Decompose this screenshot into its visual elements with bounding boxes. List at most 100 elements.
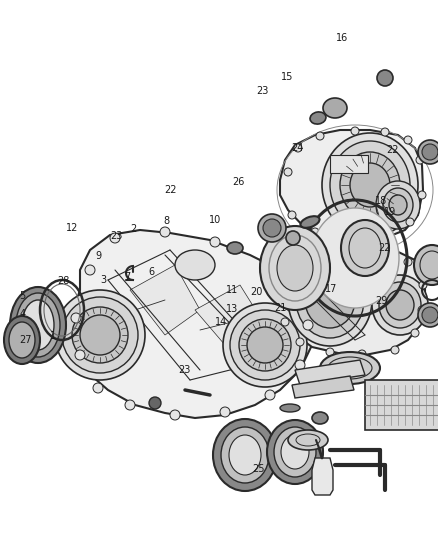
Ellipse shape xyxy=(62,297,138,373)
Ellipse shape xyxy=(379,282,421,328)
Circle shape xyxy=(422,144,438,160)
Ellipse shape xyxy=(323,98,347,118)
Circle shape xyxy=(384,232,392,240)
Circle shape xyxy=(110,233,120,243)
Circle shape xyxy=(291,244,299,252)
Circle shape xyxy=(210,237,220,247)
Text: 3: 3 xyxy=(100,275,106,285)
Ellipse shape xyxy=(376,181,420,229)
Circle shape xyxy=(326,348,334,356)
Text: 28: 28 xyxy=(57,277,70,286)
Circle shape xyxy=(404,258,412,266)
Ellipse shape xyxy=(322,133,418,237)
Circle shape xyxy=(316,132,324,140)
Circle shape xyxy=(294,144,302,152)
Text: 6: 6 xyxy=(148,267,154,277)
Ellipse shape xyxy=(175,250,215,280)
Polygon shape xyxy=(295,360,365,385)
Text: 18: 18 xyxy=(375,197,387,206)
Circle shape xyxy=(404,136,412,144)
Circle shape xyxy=(279,271,287,279)
Circle shape xyxy=(281,318,289,326)
Circle shape xyxy=(260,255,270,265)
Bar xyxy=(330,155,368,173)
Ellipse shape xyxy=(320,352,380,384)
Text: 23: 23 xyxy=(110,231,122,240)
Circle shape xyxy=(411,329,419,337)
Text: 27: 27 xyxy=(19,335,32,345)
Ellipse shape xyxy=(341,220,389,276)
Ellipse shape xyxy=(386,290,414,320)
Ellipse shape xyxy=(288,254,372,346)
Ellipse shape xyxy=(227,242,243,254)
Text: 20: 20 xyxy=(250,287,262,297)
Circle shape xyxy=(348,234,356,242)
Circle shape xyxy=(418,303,438,327)
Ellipse shape xyxy=(281,435,309,469)
Circle shape xyxy=(220,407,230,417)
Ellipse shape xyxy=(288,430,328,450)
Text: 14: 14 xyxy=(215,318,227,327)
Circle shape xyxy=(311,228,319,236)
Ellipse shape xyxy=(239,319,291,371)
Circle shape xyxy=(284,168,292,176)
Circle shape xyxy=(419,281,427,289)
Text: 1: 1 xyxy=(49,331,56,341)
Text: 11: 11 xyxy=(226,286,238,295)
Circle shape xyxy=(418,140,438,164)
Circle shape xyxy=(295,360,305,370)
Ellipse shape xyxy=(274,427,316,477)
Polygon shape xyxy=(312,458,333,495)
Circle shape xyxy=(149,397,161,409)
Text: 17: 17 xyxy=(325,284,337,294)
Ellipse shape xyxy=(280,404,300,412)
Circle shape xyxy=(377,70,393,86)
Ellipse shape xyxy=(260,226,330,310)
Ellipse shape xyxy=(22,300,54,350)
Text: 26: 26 xyxy=(233,177,245,187)
Text: 29: 29 xyxy=(375,296,387,306)
Ellipse shape xyxy=(230,310,300,380)
Circle shape xyxy=(258,214,286,242)
Circle shape xyxy=(381,128,389,136)
Ellipse shape xyxy=(10,287,66,363)
Ellipse shape xyxy=(4,316,40,364)
Circle shape xyxy=(303,320,313,330)
Text: 16: 16 xyxy=(336,34,348,43)
Circle shape xyxy=(314,236,322,244)
Text: 9: 9 xyxy=(95,251,102,261)
Text: 5: 5 xyxy=(20,291,26,301)
Text: 13: 13 xyxy=(226,304,238,314)
Circle shape xyxy=(93,383,103,393)
Ellipse shape xyxy=(80,315,120,355)
Circle shape xyxy=(416,156,424,164)
Ellipse shape xyxy=(229,435,261,475)
Ellipse shape xyxy=(300,216,320,228)
Polygon shape xyxy=(280,238,425,355)
Ellipse shape xyxy=(312,412,328,424)
Circle shape xyxy=(75,350,85,360)
Polygon shape xyxy=(195,285,265,345)
Circle shape xyxy=(374,242,382,250)
Text: 10: 10 xyxy=(208,215,221,225)
Ellipse shape xyxy=(350,163,390,207)
Ellipse shape xyxy=(305,272,355,328)
Polygon shape xyxy=(72,230,315,418)
Ellipse shape xyxy=(296,262,364,338)
Ellipse shape xyxy=(247,327,283,363)
Circle shape xyxy=(290,285,300,295)
Ellipse shape xyxy=(310,112,326,124)
Ellipse shape xyxy=(311,208,399,308)
Text: 22: 22 xyxy=(378,243,391,253)
Circle shape xyxy=(160,227,170,237)
Circle shape xyxy=(346,236,354,244)
Ellipse shape xyxy=(372,275,428,335)
Polygon shape xyxy=(280,130,423,240)
Ellipse shape xyxy=(267,420,323,484)
Circle shape xyxy=(418,191,426,199)
Ellipse shape xyxy=(221,427,269,483)
Circle shape xyxy=(85,265,95,275)
Circle shape xyxy=(296,338,304,346)
Circle shape xyxy=(263,219,281,237)
Circle shape xyxy=(351,127,359,135)
